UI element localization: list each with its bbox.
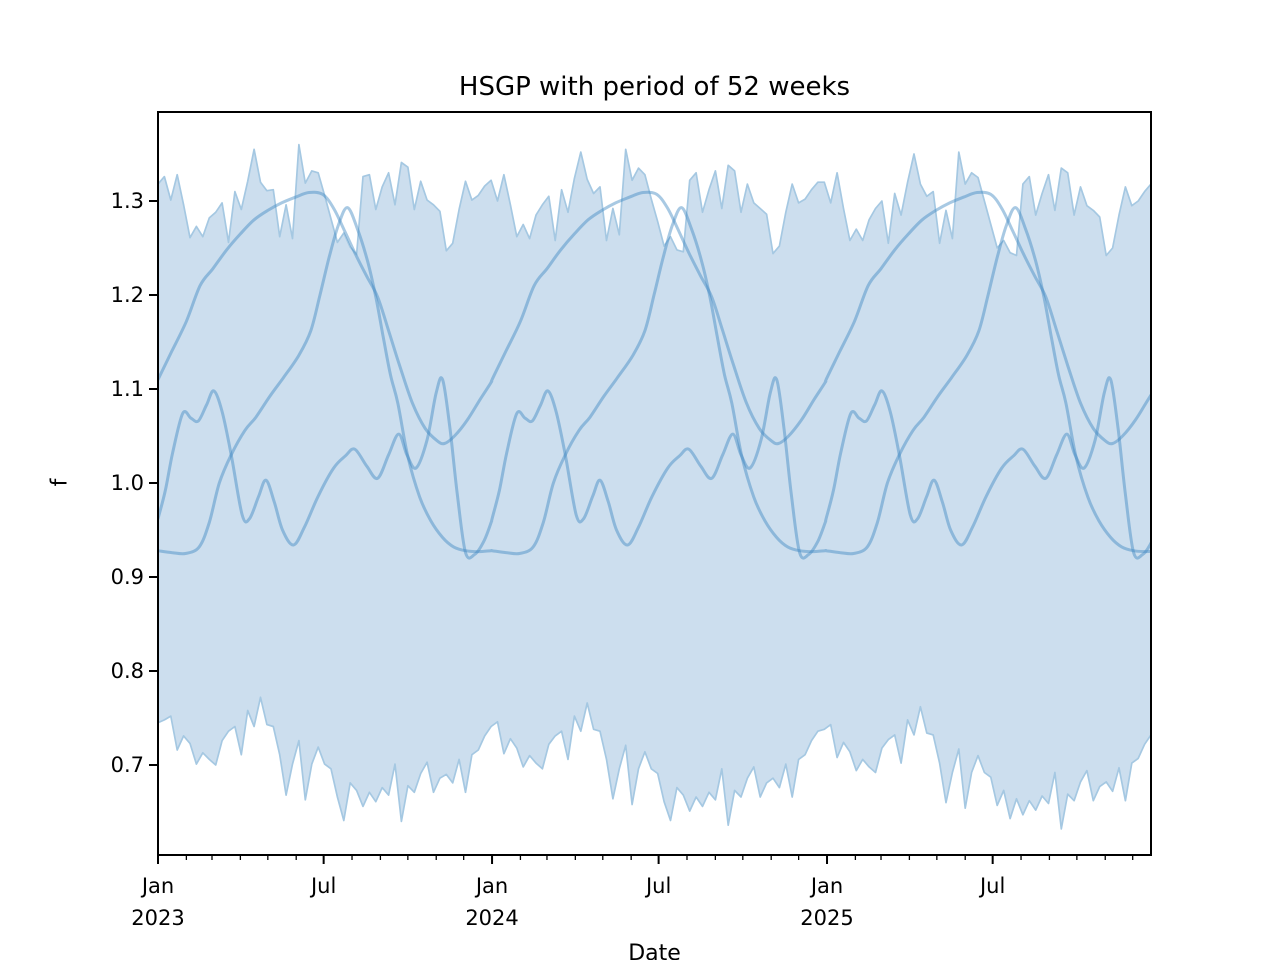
x-tick-label-month: Jul bbox=[309, 874, 336, 898]
x-tick-label-month: Jan bbox=[474, 874, 508, 898]
y-tick-label: 0.8 bbox=[111, 659, 144, 683]
sample-curve-2 bbox=[158, 206, 1151, 556]
x-axis-label: Date bbox=[628, 941, 681, 960]
x-tick-label-year: 2023 bbox=[131, 906, 184, 930]
data-layer bbox=[158, 143, 1151, 830]
x-tick-label-month: Jul bbox=[978, 874, 1005, 898]
y-tick-label: 1.0 bbox=[111, 471, 144, 495]
y-tick-label: 1.2 bbox=[111, 283, 144, 307]
y-tick-label: 0.9 bbox=[111, 565, 144, 589]
sample-curve-1 bbox=[158, 190, 1151, 446]
y-tick-label: 1.1 bbox=[111, 377, 144, 401]
chart-title: HSGP with period of 52 weeks bbox=[458, 72, 851, 102]
sample-curve-3 bbox=[158, 376, 1151, 560]
axes: Jan 2023 Jul Jan 2024 Jul Jan 2025 Jul 0.7 0.8 0.9 1… bbox=[111, 111, 1152, 930]
hdi-band-top-edge bbox=[158, 143, 1151, 257]
hdi-band bbox=[158, 144, 1151, 829]
x-tick-label-month: Jan bbox=[809, 874, 843, 898]
hdi-band-bottom-edge bbox=[158, 696, 1151, 830]
x-tick-label-year: 2024 bbox=[465, 906, 518, 930]
y-tick-label: 1.3 bbox=[111, 189, 144, 213]
y-tick-label: 0.7 bbox=[111, 753, 144, 777]
x-tick-label-month: Jul bbox=[644, 874, 671, 898]
x-tick-label-year: 2025 bbox=[800, 906, 853, 930]
x-tick-label-month: Jan bbox=[140, 874, 174, 898]
